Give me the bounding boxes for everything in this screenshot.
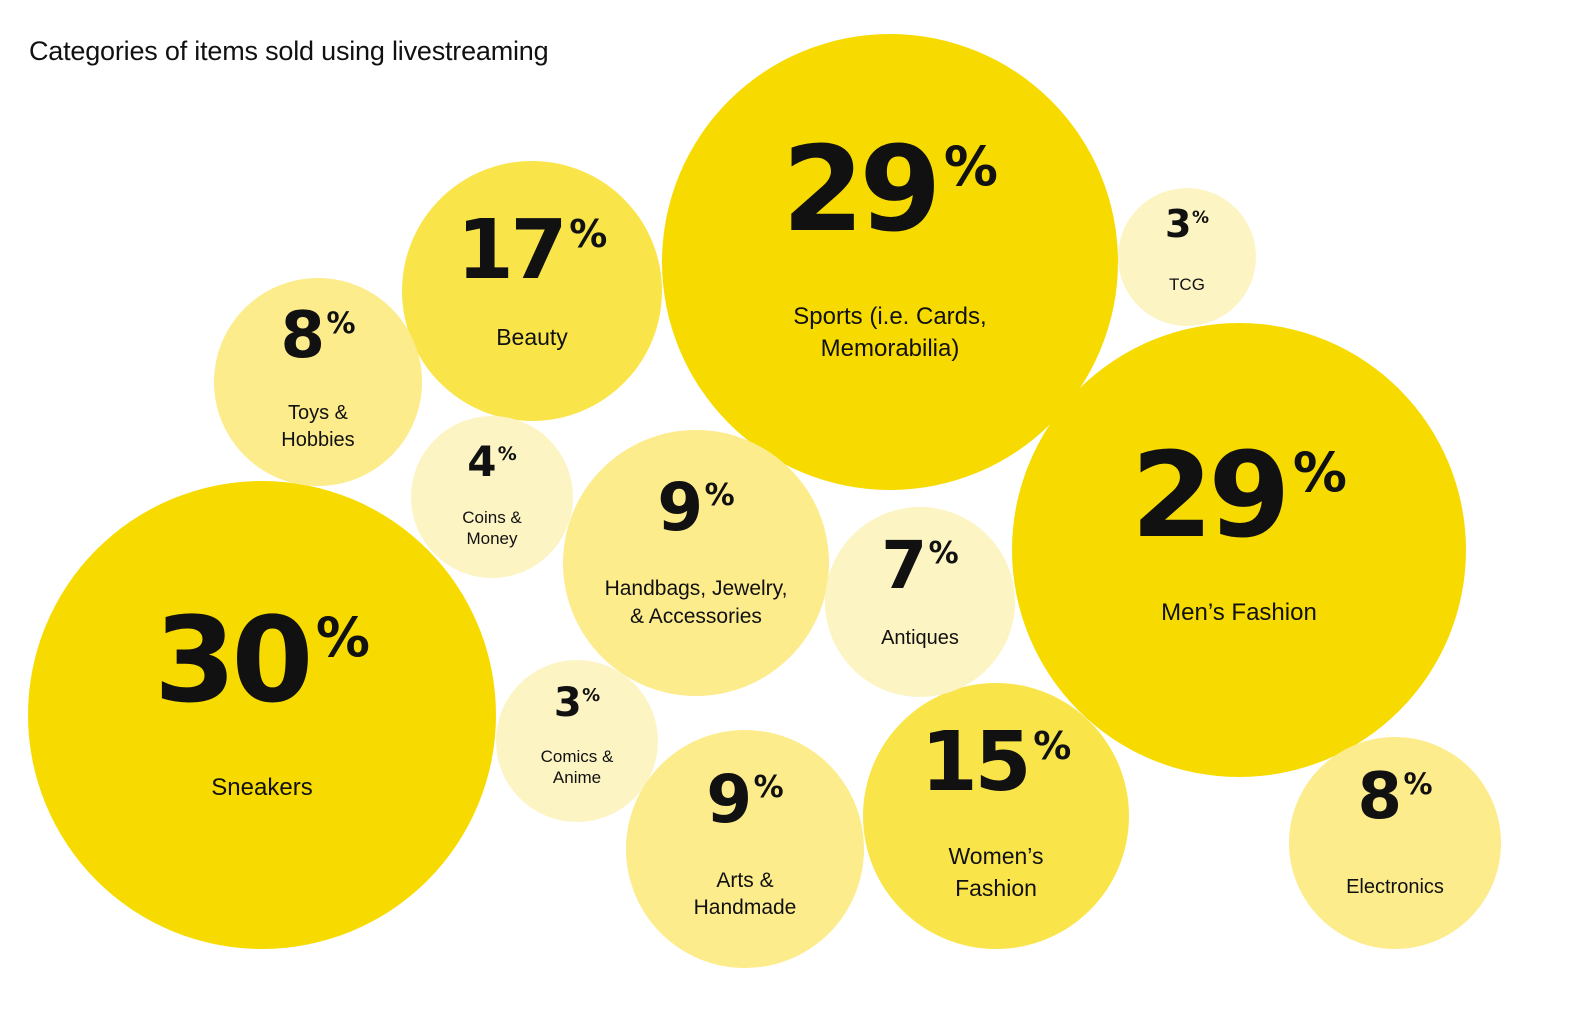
bubble-category-label: Women’s Fashion [948,843,1043,901]
bubble-sneakers: 30 % Sneakers [28,481,496,949]
bubble-category-label: Comics & Anime [541,747,614,787]
bubble-tcg: 3 % TCG [1118,188,1256,326]
bubble-value-label: 9% [706,761,783,838]
chart-title: Categories of items sold using livestrea… [29,36,549,66]
bubble-category-label: Coins & Money [462,508,522,548]
bubble-circle [1118,188,1256,326]
bubble-circle [1289,737,1501,949]
bubble-category-label: Arts & Handmade [694,869,797,919]
bubble-category-label: Sneakers [211,774,312,801]
bubble-circle [662,34,1118,490]
bubble-sports-ie-cards-memorabilia: 29 % Sports (i.e. Cards, Memorabilia) [662,34,1118,490]
bubble-mens-fashion: 29 % Men’s Fashion [1012,323,1466,777]
bubble-circle [496,660,658,822]
bubble-circle [626,730,864,968]
bubble-toys-and-hobbies: 8 % Toys & Hobbies [214,278,422,486]
bubble-value-label: 4% [467,437,517,486]
bubble-value-label: 7% [881,527,958,604]
bubble-category-label: TCG [1169,275,1205,294]
bubble-value-label: 8% [281,299,356,373]
bubble-value-label: 15% [921,715,1072,810]
bubble-category-label: Electronics [1346,876,1444,898]
bubble-value-label: 30% [154,591,370,729]
bubble-category-label: Beauty [496,324,568,350]
bubble-category-label: Men’s Fashion [1161,599,1317,626]
bubble-value-label: 3% [1165,202,1209,246]
bubble-value-label: 17% [457,203,608,298]
bubble-category-label: Sports (i.e. Cards, Memorabilia) [793,303,986,362]
bubble-value-label: 9% [657,469,734,546]
bubble-womens-fashion: 15 % Women’s Fashion [863,683,1129,949]
bubble-beauty: 17 % Beauty [402,161,662,421]
bubble-category-label: Antiques [881,627,959,649]
bubble-category-label: Handbags, Jewelry, & Accessories [605,577,788,628]
bubble-circle [214,278,422,486]
bubble-arts-and-handmade: 9 % Arts & Handmade [626,730,864,968]
bubble-coins-and-money: 4 % Coins & Money [411,416,573,578]
bubble-value-label: 29% [1131,426,1347,564]
bubble-antiques: 7 % Antiques [825,507,1015,697]
bubble-circle [563,430,829,696]
bubble-circle [411,416,573,578]
bubble-circle [28,481,496,949]
bubble-circle [402,161,662,421]
bubble-value-label: 8% [1358,760,1433,834]
bubble-electronics: 8 % Electronics [1289,737,1501,949]
bubble-value-label: 29% [782,120,998,258]
bubble-circle [1012,323,1466,777]
bubble-circle [863,683,1129,949]
bubble-value-label: 3% [554,680,600,726]
bubble-handbags-jewelry-and-accessories: 9 % Handbags, Jewelry, & Accessories [563,430,829,696]
bubble-comics-and-anime: 3 % Comics & Anime [496,660,658,822]
bubble-category-label: Toys & Hobbies [281,402,354,451]
bubble-circle [825,507,1015,697]
